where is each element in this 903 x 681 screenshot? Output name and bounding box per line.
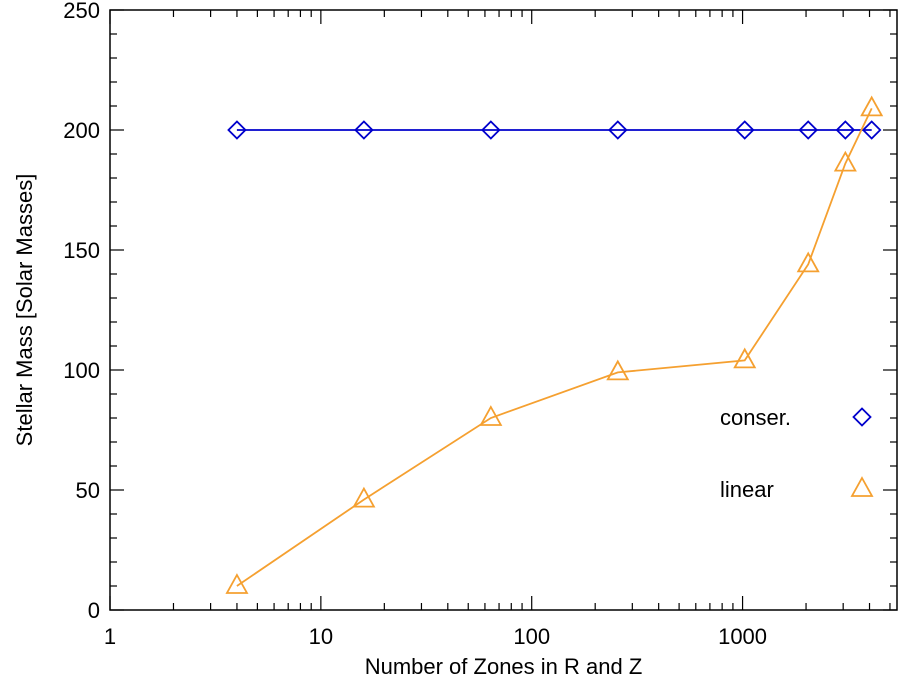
x-tick-label: 100 [513,624,550,649]
y-tick-label: 150 [63,238,100,263]
x-axis-label: Number of Zones in R and Z [365,654,643,679]
y-tick-label: 100 [63,358,100,383]
data-point [352,486,376,508]
x-tick-label: 10 [309,624,333,649]
legend-marker [850,476,874,497]
tick-labels: 1 10 100 1000 0 50 100 150 200 250 [63,0,767,649]
data-point [354,120,374,140]
legend-label: linear [720,477,774,502]
legend: conser. linear [720,405,874,502]
y-tick-label: 250 [63,0,100,23]
axis-ticks [109,9,897,611]
y-tick-label: 200 [63,118,100,143]
x-tick-label: 1000 [718,624,767,649]
data-point [861,120,882,140]
data-point [225,573,249,594]
y-tick-label: 0 [88,598,100,623]
data-point [479,405,503,426]
data-point [796,251,820,273]
series-2 [225,95,884,594]
data-point [833,150,857,172]
series-line [236,108,873,587]
legend-marker [852,407,872,427]
plot-frame [109,9,898,611]
y-tick-label: 50 [76,478,100,503]
data-point [481,120,501,140]
data-point [608,120,628,140]
data-point [734,120,755,140]
series-layer [225,95,884,594]
y-axis-label: Stellar Mass [Solar Masses] [12,174,37,447]
legend-label: conser. [720,405,791,430]
data-point [798,120,818,140]
series-1 [227,120,882,140]
data-point [733,347,757,369]
data-point [227,120,247,140]
data-point [860,95,884,117]
data-point [606,359,630,381]
x-tick-label: 1 [104,624,116,649]
data-point [835,120,856,140]
